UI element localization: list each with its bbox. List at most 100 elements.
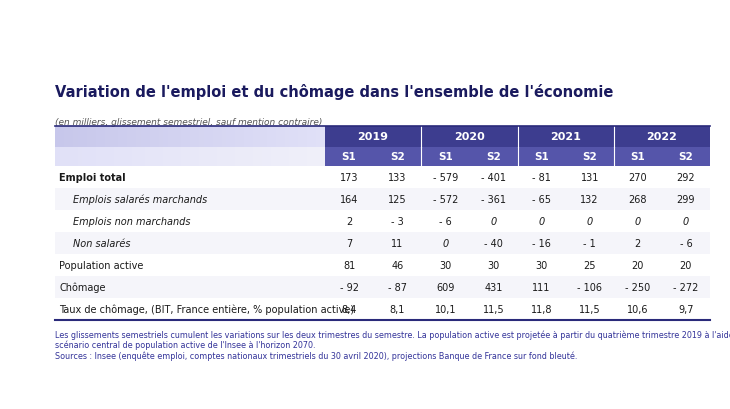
Bar <box>172 127 177 148</box>
Text: 299: 299 <box>677 195 695 204</box>
Bar <box>421 127 518 148</box>
Bar <box>253 148 258 166</box>
Bar <box>231 127 236 148</box>
Bar <box>289 148 294 166</box>
Bar <box>73 127 78 148</box>
Text: 11,8: 11,8 <box>531 304 553 314</box>
Text: 292: 292 <box>677 173 695 182</box>
Bar <box>298 148 303 166</box>
Text: 30: 30 <box>439 261 451 270</box>
Text: 0: 0 <box>539 216 545 227</box>
Text: 2022: 2022 <box>647 132 677 142</box>
Text: 125: 125 <box>388 195 407 204</box>
Text: 11,5: 11,5 <box>483 304 504 314</box>
Bar <box>69 148 74 166</box>
Text: 8,1: 8,1 <box>390 304 405 314</box>
Text: 20: 20 <box>631 261 644 270</box>
Bar <box>258 127 263 148</box>
Text: 0: 0 <box>491 216 496 227</box>
Bar <box>289 127 294 148</box>
Text: 131: 131 <box>580 173 599 182</box>
Bar <box>113 127 118 148</box>
Text: - 92: - 92 <box>339 282 358 292</box>
Text: 81: 81 <box>343 261 356 270</box>
Bar <box>312 127 317 148</box>
Bar <box>158 148 164 166</box>
Text: 46: 46 <box>391 261 403 270</box>
Bar <box>235 127 240 148</box>
Bar <box>185 127 191 148</box>
Text: Emplois non marchands: Emplois non marchands <box>73 216 191 227</box>
Bar <box>127 148 132 166</box>
Bar <box>86 148 91 166</box>
Bar <box>226 148 231 166</box>
Bar <box>113 148 118 166</box>
Bar <box>104 148 109 166</box>
Text: 0: 0 <box>587 216 593 227</box>
Text: 2: 2 <box>346 216 352 227</box>
Bar <box>325 127 421 148</box>
Bar <box>136 148 141 166</box>
Bar <box>154 148 159 166</box>
Bar <box>518 127 614 148</box>
Bar <box>212 127 218 148</box>
Bar <box>285 127 290 148</box>
Text: 9,7: 9,7 <box>678 304 694 314</box>
Bar <box>77 127 82 148</box>
Bar <box>118 127 123 148</box>
Bar <box>307 127 312 148</box>
Bar <box>131 127 137 148</box>
Bar <box>86 127 91 148</box>
Bar <box>177 148 182 166</box>
Text: 111: 111 <box>532 282 550 292</box>
Bar <box>100 127 105 148</box>
Bar <box>320 127 326 148</box>
Text: Non salarés: Non salarés <box>73 238 131 248</box>
Bar <box>614 127 710 148</box>
Text: Variation de l'emploi et du chômage dans l'ensemble de l'économie: Variation de l'emploi et du chômage dans… <box>55 84 613 100</box>
Text: 164: 164 <box>340 195 358 204</box>
Bar <box>217 148 222 166</box>
Text: - 106: - 106 <box>577 282 602 292</box>
Bar <box>118 148 123 166</box>
Bar <box>226 127 231 148</box>
Bar <box>325 148 710 166</box>
Bar <box>190 127 195 148</box>
Text: - 1: - 1 <box>583 238 596 248</box>
Text: 2020: 2020 <box>454 132 485 142</box>
Bar <box>262 127 267 148</box>
Bar <box>275 148 280 166</box>
Bar <box>302 127 307 148</box>
Text: 609: 609 <box>436 282 455 292</box>
Bar <box>163 127 168 148</box>
Bar <box>91 148 96 166</box>
Text: - 87: - 87 <box>388 282 407 292</box>
Text: 2019: 2019 <box>358 132 388 142</box>
Bar <box>127 127 132 148</box>
Bar <box>100 148 105 166</box>
Text: - 572: - 572 <box>433 195 458 204</box>
Text: Sources : Insee (enquête emploi, comptes nationaux trimestriels du 30 avril 2020: Sources : Insee (enquête emploi, comptes… <box>55 351 577 361</box>
Bar <box>316 127 321 148</box>
Bar <box>64 148 69 166</box>
Bar <box>140 148 145 166</box>
Text: S1: S1 <box>534 152 549 162</box>
Text: S1: S1 <box>631 152 645 162</box>
Bar <box>194 127 199 148</box>
Bar <box>221 148 226 166</box>
Bar <box>158 127 164 148</box>
Bar <box>82 148 87 166</box>
Bar <box>280 127 285 148</box>
Text: 7: 7 <box>346 238 352 248</box>
Bar <box>307 148 312 166</box>
Bar <box>55 232 710 254</box>
Bar <box>109 148 114 166</box>
Bar <box>55 189 710 211</box>
Bar <box>239 127 245 148</box>
Text: - 65: - 65 <box>532 195 551 204</box>
Bar <box>181 148 186 166</box>
Bar <box>60 127 64 148</box>
Text: - 81: - 81 <box>532 173 551 182</box>
Bar <box>123 127 128 148</box>
Bar <box>320 148 326 166</box>
